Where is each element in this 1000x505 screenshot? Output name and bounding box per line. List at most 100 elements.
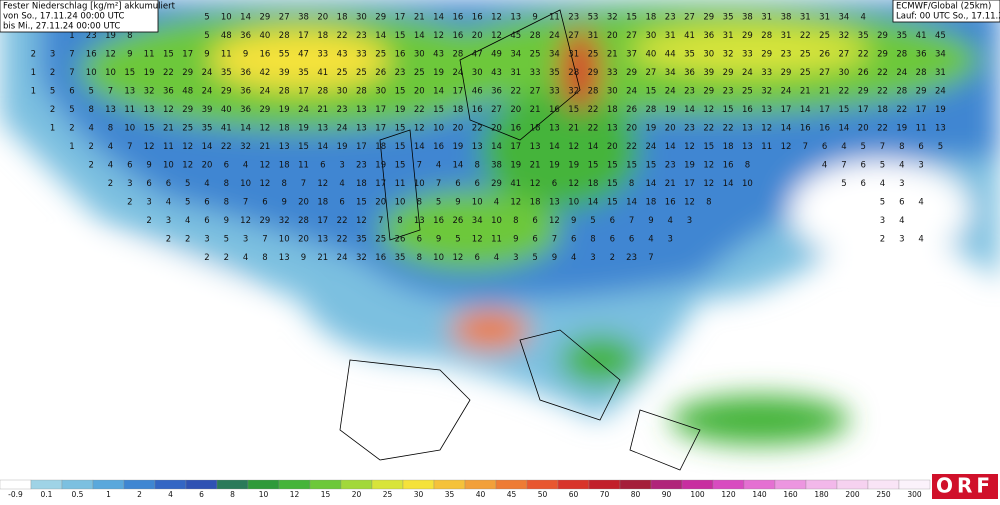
grid-value: 18: [588, 179, 599, 189]
legend-label: 30: [414, 490, 424, 499]
grid-value: 34: [549, 50, 560, 60]
legend-swatch: [154, 479, 187, 490]
grid-value: 49: [491, 50, 502, 60]
grid-value: 31: [761, 13, 772, 23]
grid-value: 13: [317, 124, 328, 134]
grid-value: 13: [549, 124, 560, 134]
grid-value: 35: [723, 13, 734, 23]
legend-label: 6: [199, 490, 204, 499]
grid-value: 17: [916, 105, 927, 115]
grid-value: 21: [530, 161, 541, 171]
grid-value: 7: [841, 161, 846, 171]
grid-value: 6: [166, 179, 171, 189]
grid-value: 1: [69, 31, 74, 41]
grid-value: 18: [530, 124, 541, 134]
grid-value: 3: [127, 179, 132, 189]
grid-value: 6: [204, 216, 209, 226]
grid-value: 4: [841, 142, 846, 152]
grid-value: 35: [395, 253, 406, 263]
grid-value: 34: [510, 50, 521, 60]
grid-value: 1: [31, 87, 36, 97]
grid-value: 29: [491, 179, 502, 189]
grid-value: 2: [50, 68, 55, 78]
grid-value: 14: [414, 142, 425, 152]
grid-value: 16: [472, 105, 483, 115]
grid-value: 34: [665, 68, 676, 78]
grid-value: 16: [452, 13, 463, 23]
grid-value: 26: [375, 68, 386, 78]
legend-swatch: [371, 479, 404, 490]
grid-value: 4: [339, 179, 344, 189]
grid-value: 22: [472, 124, 483, 134]
grid-value: 5: [204, 13, 209, 23]
grid-value: 8: [513, 216, 518, 226]
grid-value: 3: [513, 253, 518, 263]
legend-swatch: [557, 479, 590, 490]
grid-value: 9: [571, 216, 576, 226]
grid-value: 29: [626, 68, 637, 78]
grid-value: 8: [224, 179, 229, 189]
legend-label: 20: [352, 490, 362, 499]
grid-value: 9: [146, 161, 151, 171]
grid-value: 34: [472, 216, 483, 226]
grid-value: 19: [144, 68, 155, 78]
grid-value: 5: [590, 216, 595, 226]
grid-value: 29: [221, 87, 232, 97]
grid-value: 5: [69, 105, 74, 115]
legend-label: 15: [321, 490, 331, 499]
legend-swatch: [433, 479, 466, 490]
grid-value: 22: [877, 87, 888, 97]
grid-value: 10: [472, 198, 483, 208]
grid-value: 15: [607, 161, 618, 171]
grid-value: 9: [436, 235, 441, 245]
legend-label: 140: [752, 490, 767, 499]
grid-value: 21: [317, 105, 328, 115]
grid-value: 22: [626, 142, 637, 152]
grid-value: 4: [108, 161, 113, 171]
legend-label: 0.1: [41, 490, 53, 499]
legend-label: 300: [907, 490, 922, 499]
grid-value: 34: [838, 13, 849, 23]
grid-value: 3: [590, 253, 595, 263]
grid-value: 17: [684, 179, 695, 189]
grid-value: 13: [530, 142, 541, 152]
grid-value: 2: [185, 235, 190, 245]
grid-value: 12: [761, 124, 772, 134]
grid-value: 6: [860, 179, 865, 189]
grid-value: 20: [665, 124, 676, 134]
legend-swatch: [681, 479, 714, 490]
grid-value: 4: [822, 161, 827, 171]
grid-value: 6: [262, 198, 267, 208]
grid-value: 3: [146, 198, 151, 208]
grid-value: 29: [761, 50, 772, 60]
grid-value: 28: [896, 87, 907, 97]
grid-value: 14: [588, 198, 599, 208]
grid-value: 3: [880, 216, 885, 226]
grid-value: 19: [452, 142, 463, 152]
grid-value: 1: [69, 142, 74, 152]
grid-value: 24: [742, 68, 753, 78]
grid-value: 15: [395, 31, 406, 41]
grid-value: 14: [202, 142, 213, 152]
grid-value: 22: [588, 124, 599, 134]
grid-value: 17: [375, 105, 386, 115]
grid-value: 22: [163, 68, 174, 78]
grid-value: 15: [703, 142, 714, 152]
grid-value: 2: [108, 179, 113, 189]
grid-value: 36: [240, 68, 251, 78]
grid-value: 12: [259, 124, 270, 134]
grid-value: 15: [395, 87, 406, 97]
grid-value: 15: [356, 198, 367, 208]
grid-value: 12: [491, 13, 502, 23]
grid-value: 5: [50, 87, 55, 97]
grid-value: 23: [665, 13, 676, 23]
grid-value: 28: [317, 87, 328, 97]
grid-value: 13: [472, 142, 483, 152]
grid-value: 23: [395, 68, 406, 78]
legend-swatch: [898, 479, 931, 490]
grid-value: 11: [144, 50, 155, 60]
grid-value: 30: [375, 87, 386, 97]
grid-value: 38: [781, 13, 792, 23]
grid-value: 19: [510, 161, 521, 171]
grid-value: 29: [703, 13, 714, 23]
